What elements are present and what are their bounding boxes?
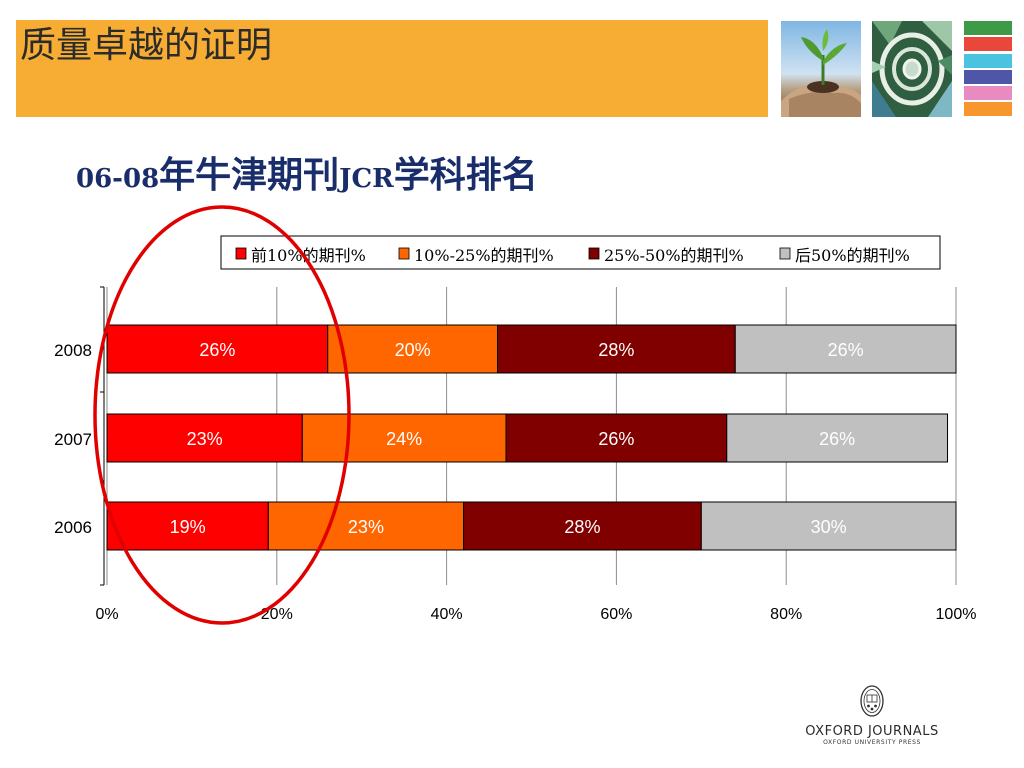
data-label: 28%	[598, 340, 634, 360]
data-label: 26%	[828, 340, 864, 360]
stained-glass-spiral-photo	[872, 21, 952, 117]
legend-swatch	[779, 247, 791, 260]
bar-segment	[327, 324, 499, 374]
color-swatches	[964, 21, 1012, 119]
bar-segment	[734, 324, 957, 374]
y-category-label: 2006	[54, 518, 92, 537]
header-bar	[16, 20, 768, 117]
x-tick-label: 60%	[600, 606, 632, 623]
legend-entry: 后50%的期刊%	[795, 246, 910, 265]
subtitle-jcr: JCR	[339, 164, 394, 194]
bar-segment	[700, 501, 957, 551]
bar-segment	[726, 413, 949, 463]
data-label: 23%	[348, 517, 384, 537]
swatch-pink	[964, 86, 1012, 101]
bar-segment	[301, 413, 507, 463]
data-label: 19%	[170, 517, 206, 537]
oxford-seal-icon	[860, 685, 884, 717]
data-label: 23%	[187, 429, 223, 449]
bar-segment	[497, 324, 736, 374]
highlight-ellipse	[93, 205, 351, 625]
legend-entry: 25%-50%的期刊%	[604, 246, 744, 265]
chart-subtitle: 06-08年牛津期刊JCR学科排名	[76, 146, 538, 198]
subtitle-years: 06-08	[76, 164, 160, 194]
y-category-label: 2008	[54, 341, 92, 360]
subtitle-text-1: 年牛津期刊	[159, 154, 340, 196]
bar-segment	[106, 413, 303, 463]
data-label: 26%	[819, 429, 855, 449]
data-label: 24%	[386, 429, 422, 449]
bar-segment	[463, 501, 702, 551]
x-tick-label: 0%	[95, 606, 118, 623]
x-tick-label: 80%	[770, 606, 802, 623]
bar-segment	[106, 324, 329, 374]
oxford-journals-logo: OXFORD JOURNALS OXFORD UNIVERSITY PRESS	[792, 684, 952, 746]
swatch-blue	[964, 69, 1012, 84]
subtitle-text-2: 学科排名	[393, 154, 538, 196]
swatch-orange	[964, 102, 1012, 117]
page-title: 质量卓越的证明	[20, 25, 273, 66]
logo-main-text: OXFORD JOURNALS	[805, 724, 939, 739]
bar-segment	[267, 501, 465, 551]
plant-in-hands-photo	[781, 21, 861, 117]
legend-entry: 前10%的期刊%	[251, 246, 366, 265]
logo-sub-text: OXFORD UNIVERSITY PRESS	[823, 739, 921, 746]
x-tick-label: 40%	[431, 606, 463, 623]
data-label: 30%	[811, 517, 847, 537]
legend-swatch	[398, 247, 410, 260]
data-label: 28%	[564, 517, 600, 537]
legend-entry: 10%-25%的期刊%	[414, 246, 554, 265]
swatch-red	[964, 37, 1012, 52]
swatch-green	[964, 21, 1012, 35]
legend-box	[220, 235, 941, 270]
swatch-cyan	[964, 53, 1012, 68]
x-tick-label: 100%	[936, 606, 977, 623]
legend-swatch	[235, 247, 247, 260]
legend-swatch	[588, 247, 600, 260]
data-label: 20%	[395, 340, 431, 360]
data-label: 26%	[199, 340, 235, 360]
y-category-label: 2007	[54, 430, 92, 449]
data-label: 26%	[598, 429, 634, 449]
